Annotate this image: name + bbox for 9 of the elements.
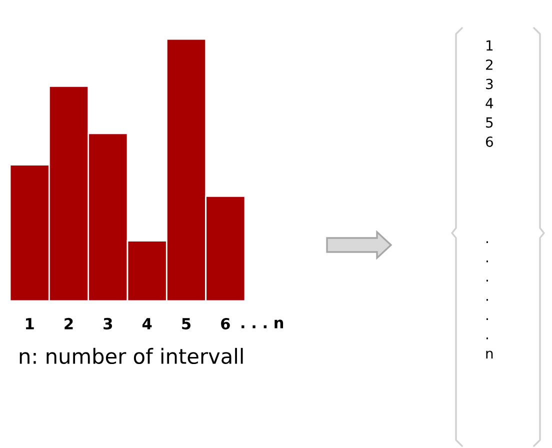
x-tick-label: 1 <box>26 318 34 330</box>
x-tick-label: 2 <box>64 318 73 330</box>
x-tick-label: 6 <box>221 318 230 330</box>
text: 1 2 3 4 5 6 . . . . . . n <box>486 40 494 358</box>
text: . . . n <box>242 320 284 328</box>
text: n: number of intervall <box>20 348 243 364</box>
x-tick-label: 4 <box>142 318 152 330</box>
x-tick-label: 3 <box>104 318 112 330</box>
x-tick-label: 5 <box>182 318 190 330</box>
